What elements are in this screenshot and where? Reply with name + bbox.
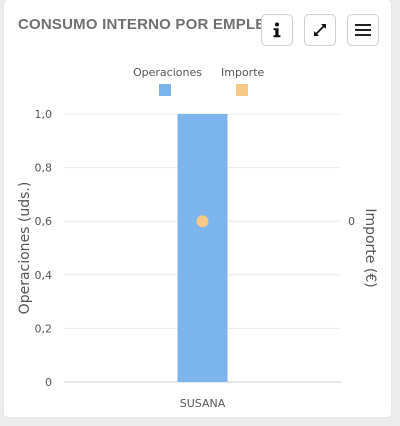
expand-icon bbox=[314, 24, 326, 36]
chart-widget: CONSUMO INTERNO POR EMPLEADO Operaciones… bbox=[4, 0, 391, 417]
y-right-tick-label: 0 bbox=[348, 215, 355, 228]
bar-operaciones bbox=[177, 114, 228, 382]
legend-label-importe[interactable]: Importe bbox=[221, 66, 265, 79]
marker-importe bbox=[196, 215, 209, 228]
expand-button[interactable] bbox=[304, 14, 336, 46]
y-tick-label: 0,2 bbox=[35, 322, 53, 335]
y-right-axis-title: Importe (€) bbox=[362, 208, 378, 287]
legend-swatch-importe[interactable] bbox=[236, 84, 248, 96]
menu-button[interactable] bbox=[347, 14, 379, 46]
menu-icon bbox=[355, 24, 371, 36]
legend-label-operaciones[interactable]: Operaciones bbox=[133, 66, 202, 79]
legend-swatch-operaciones[interactable] bbox=[159, 84, 171, 96]
chart-plot: 0 0,2 0,4 0,6 0,8 1,0 0 SUSANA Operaciones (uds.… bbox=[17, 108, 378, 410]
y-tick-label: 0,8 bbox=[35, 162, 53, 175]
info-button[interactable] bbox=[261, 14, 293, 46]
widget-title: CONSUMO INTERNO POR EMPLEADO bbox=[18, 16, 268, 33]
x-tick-label: SUSANA bbox=[180, 397, 226, 410]
y-tick-label: 0 bbox=[45, 376, 52, 389]
y-axis-title: Operaciones (uds.) bbox=[17, 182, 33, 315]
y-tick-label: 0,4 bbox=[35, 269, 53, 282]
y-tick-label: 1,0 bbox=[35, 108, 53, 121]
y-tick-label: 0,6 bbox=[35, 215, 53, 228]
info-icon bbox=[273, 22, 281, 38]
